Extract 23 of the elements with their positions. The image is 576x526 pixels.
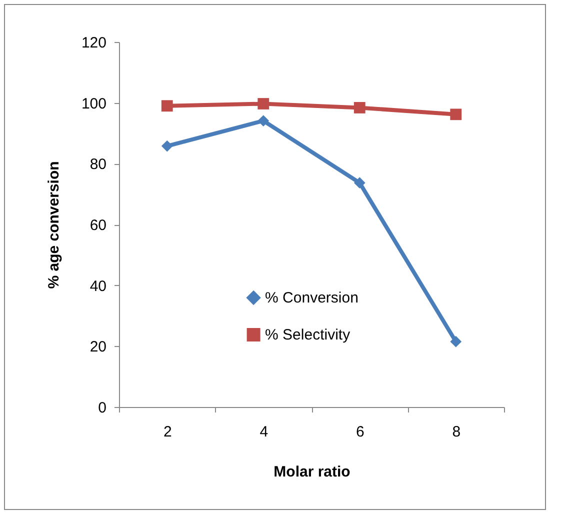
y-axis-title: % age conversion xyxy=(45,161,62,289)
y-tick-label: 0 xyxy=(98,400,106,416)
point xyxy=(258,115,270,126)
y-tick-label: 20 xyxy=(90,338,106,356)
y-tick-label: 120 xyxy=(81,34,106,52)
legend-label: % Conversion xyxy=(265,290,358,307)
x-tick-label: 8 xyxy=(452,424,461,440)
x-tick-label: 2 xyxy=(163,424,172,440)
point xyxy=(161,140,173,152)
point xyxy=(354,177,366,189)
x-axis-title: Molar ratio xyxy=(274,464,350,480)
point xyxy=(258,98,270,110)
point xyxy=(450,336,462,348)
point xyxy=(354,102,366,114)
x-tick-label: 6 xyxy=(356,424,364,440)
y-tick-label: 80 xyxy=(90,156,106,174)
legend-label: % Selectivity xyxy=(265,326,351,344)
y-tick-label: 60 xyxy=(90,217,106,234)
y-tick-label: 40 xyxy=(90,278,106,295)
x-tick-label: 4 xyxy=(260,424,268,440)
y-tick-label: 100 xyxy=(81,95,106,112)
point xyxy=(161,100,173,112)
point xyxy=(450,108,462,120)
